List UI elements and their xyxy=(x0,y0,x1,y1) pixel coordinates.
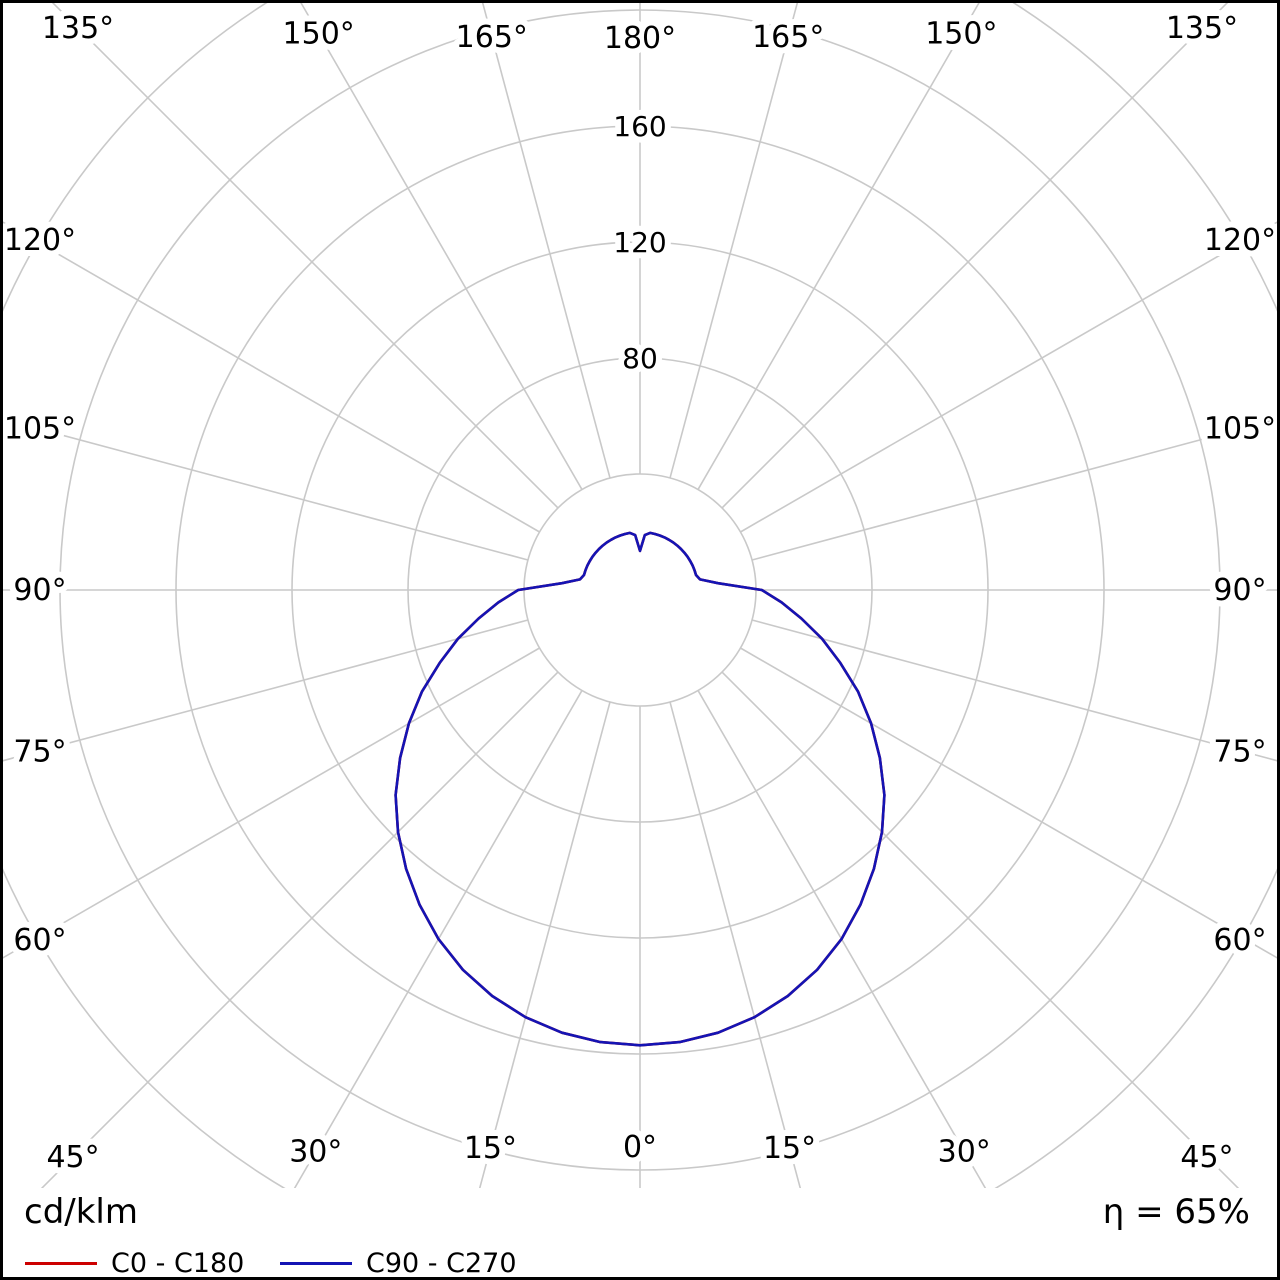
svg-text:120: 120 xyxy=(613,226,666,259)
svg-text:15°: 15° xyxy=(763,1131,816,1166)
axis-labels: 80 120 160 0° 15° 15° 30° 30° 45° 45° 60° 60° 75° 75°… xyxy=(0,5,1280,1181)
svg-text:30°: 30° xyxy=(289,1135,342,1170)
svg-text:150°: 150° xyxy=(925,16,997,51)
polar-chart: 80 120 160 0° 15° 15° 30° 30° 45° 45° 60° 60° 75° 75°… xyxy=(0,0,1280,1190)
svg-text:90°: 90° xyxy=(1213,573,1266,608)
svg-text:180°: 180° xyxy=(604,21,676,56)
svg-text:75°: 75° xyxy=(1213,735,1266,770)
legend-entry-c0: C0 - C180 xyxy=(25,1248,244,1279)
legend-entry-c90: C90 - C270 xyxy=(280,1248,517,1279)
svg-text:165°: 165° xyxy=(752,20,824,55)
legend-label-c0: C0 - C180 xyxy=(111,1248,245,1279)
efficiency-label: η = 65% xyxy=(1102,1192,1250,1232)
svg-text:105°: 105° xyxy=(1204,411,1276,446)
svg-text:160: 160 xyxy=(613,110,666,143)
svg-text:120°: 120° xyxy=(1204,223,1276,258)
svg-text:150°: 150° xyxy=(283,16,355,51)
svg-text:0°: 0° xyxy=(623,1130,657,1165)
svg-text:105°: 105° xyxy=(4,411,76,446)
units-label: cd/klm xyxy=(24,1192,138,1232)
legend-line-c0-icon xyxy=(25,1262,97,1265)
svg-text:120°: 120° xyxy=(4,223,76,258)
chart-footer: cd/klm η = 65% C0 - C180 C90 - C270 xyxy=(0,1188,1280,1280)
svg-text:135°: 135° xyxy=(42,11,114,46)
svg-text:90°: 90° xyxy=(13,573,66,608)
svg-text:45°: 45° xyxy=(1180,1140,1233,1175)
svg-text:135°: 135° xyxy=(1166,11,1238,46)
svg-text:60°: 60° xyxy=(13,923,66,958)
legend-line-c90-icon xyxy=(280,1262,352,1265)
svg-text:15°: 15° xyxy=(464,1131,517,1166)
svg-text:75°: 75° xyxy=(13,735,66,770)
intensity-curves xyxy=(394,531,886,1047)
svg-text:30°: 30° xyxy=(938,1135,991,1170)
svg-text:60°: 60° xyxy=(1213,923,1266,958)
svg-text:80: 80 xyxy=(622,342,658,375)
legend-label-c90: C90 - C270 xyxy=(366,1248,517,1279)
svg-text:45°: 45° xyxy=(46,1140,99,1175)
svg-text:165°: 165° xyxy=(456,20,528,55)
polar-grid xyxy=(0,0,1280,1190)
